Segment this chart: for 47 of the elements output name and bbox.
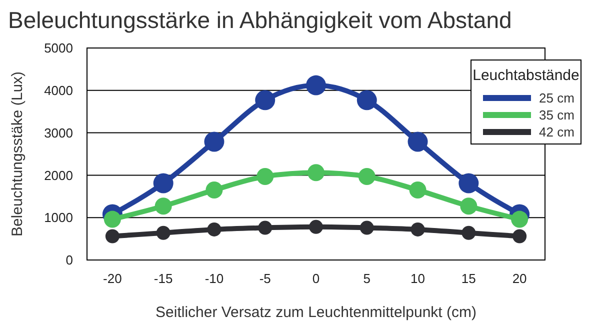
x-tick-label: -10	[204, 271, 224, 286]
x-tick-label: 0	[312, 271, 320, 286]
point	[358, 168, 376, 185]
point	[409, 182, 426, 199]
y-tick-label: 5000	[44, 40, 73, 56]
point	[105, 229, 120, 244]
point	[207, 222, 222, 236]
chart-title: Beleuchtungsstärke in Abhängigkeit vom Abstand	[8, 7, 512, 33]
x-tick-label: 5	[363, 271, 371, 286]
x-axis-title: Seitlicher Versatz zum Leuchtenmittelpunkt (cm)	[156, 304, 476, 321]
point	[153, 173, 174, 194]
point	[458, 173, 479, 194]
y-tick-label: 4000	[44, 82, 73, 98]
point	[309, 220, 323, 234]
point	[360, 220, 374, 235]
point	[308, 164, 324, 182]
point	[511, 210, 528, 228]
point	[460, 198, 478, 215]
x-tick-label: -15	[154, 271, 173, 286]
x-tick-label: 20	[512, 271, 527, 286]
x-tick-label: -5	[259, 271, 271, 286]
point	[462, 226, 476, 240]
point	[256, 168, 274, 185]
legend-title: Leuchtabstände	[472, 67, 580, 84]
point	[156, 226, 170, 240]
x-tick-label: 10	[410, 271, 426, 286]
y-tick-label: 1000	[44, 210, 73, 226]
point	[104, 210, 121, 228]
point	[356, 90, 377, 110]
point	[154, 198, 172, 215]
point	[258, 220, 272, 235]
legend-label: 25 cm	[539, 90, 574, 106]
y-axis-title: Beleuchtungsstäke (Lux)	[9, 71, 26, 237]
point	[255, 90, 276, 110]
point	[410, 222, 425, 236]
x-tick-label: -20	[103, 271, 122, 286]
legend-label: 35 cm	[539, 108, 574, 123]
y-tick-label: 2000	[44, 168, 73, 183]
point	[204, 132, 224, 152]
y-tick-label: 3000	[44, 125, 73, 140]
point	[512, 229, 527, 244]
x-tick-label: 15	[461, 271, 476, 286]
point	[306, 75, 326, 96]
point	[206, 182, 223, 199]
point	[408, 132, 428, 152]
legend-label: 42 cm	[539, 124, 574, 140]
y-tick-label: 0	[66, 252, 73, 268]
